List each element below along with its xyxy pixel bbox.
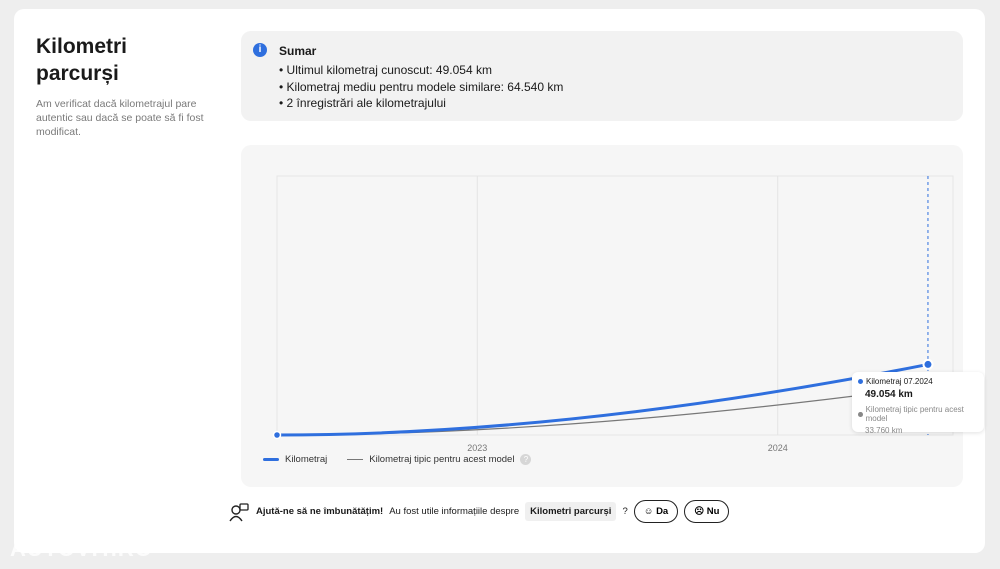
tooltip-value: 49.054 km xyxy=(865,389,913,400)
summary-item: Ultimul kilometraj cunoscut: 49.054 km xyxy=(279,62,563,79)
mileage-card: Kilometri parcurși Am verificat dacă kil… xyxy=(14,9,985,553)
feedback-person-icon xyxy=(229,502,249,521)
chart-tooltip: Kilometraj 07.2024 49.054 km Kilometraj … xyxy=(852,372,984,435)
summary-title: Sumar xyxy=(279,44,317,58)
feedback-text: Au fost utile informațiile despre xyxy=(389,506,520,517)
chart-svg: 2023 2024 xyxy=(272,175,954,453)
plot-area xyxy=(276,175,954,436)
legend-swatch-typical xyxy=(347,459,364,460)
help-icon[interactable]: ? xyxy=(520,454,532,465)
watermark-logo: AUTOVIT.RO xyxy=(10,536,153,561)
legend-label: Kilometraj tipic pentru acest model xyxy=(369,454,515,465)
data-point xyxy=(272,430,282,440)
yes-button[interactable]: ☺ Da xyxy=(633,500,679,523)
feedback-question: ? xyxy=(622,506,628,517)
x-tick-label: 2023 xyxy=(467,443,487,453)
summary-item: 2 înregistrări ale kilometrajului xyxy=(279,95,563,112)
info-icon: i xyxy=(253,43,267,57)
description: Am verificat dacă kilometrajul pare aute… xyxy=(36,98,204,138)
x-tick-label: 2024 xyxy=(768,443,788,453)
data-point xyxy=(922,358,934,370)
summary-item: Kilometraj mediu pentru modele similare:… xyxy=(279,79,564,96)
tooltip-label: Kilometraj 07.2024 xyxy=(866,377,933,386)
legend-swatch-mileage xyxy=(263,458,279,461)
no-button[interactable]: ☹ Nu xyxy=(684,500,730,523)
dot-icon xyxy=(858,411,863,417)
series-line-mileage xyxy=(275,362,930,437)
chart-legend: Kilometraj Kilometraj tipic pentru acest… xyxy=(263,454,532,465)
legend-label: Kilometraj xyxy=(285,454,328,465)
tooltip-typical-value: 33.760 km xyxy=(865,426,903,435)
page-title: Kilometri parcurși xyxy=(36,35,128,85)
dot-icon xyxy=(858,379,863,384)
tooltip-typical-label: Kilometraj tipic pentru acest model xyxy=(865,405,964,423)
mileage-chart: 2023 2024 Kilometraj Kilometraj tipic pen… xyxy=(241,145,984,487)
feedback-bar: Ajută-ne să ne îmbunătățim! Au fost util… xyxy=(228,500,730,523)
feedback-title: Ajută-ne să ne îmbunătățim! xyxy=(256,506,384,517)
feedback-tag: Kilometri parcurși xyxy=(525,502,617,521)
summary-box: i Sumar Ultimul kilometraj cunoscut: 49.… xyxy=(241,31,963,121)
